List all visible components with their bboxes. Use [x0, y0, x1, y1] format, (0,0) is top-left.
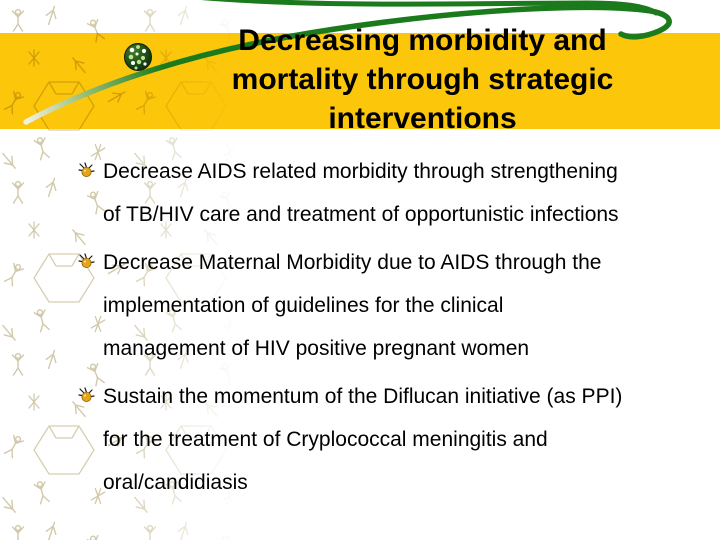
bullet-line: Sustain the momentum of the Diflucan ini…: [103, 385, 623, 408]
bullet-line: implementation of guidelines for the cli…: [103, 294, 504, 317]
bee-bullet-icon: [78, 253, 95, 268]
bullet-list: Decrease AIDS related morbidity through …: [78, 150, 706, 509]
bullet-line: of TB/HIV care and treatment of opportun…: [103, 203, 619, 226]
bullet-item-2: Decrease Maternal Morbidity due to AIDS …: [78, 241, 706, 370]
title-line-1: Decreasing morbidity and: [238, 24, 607, 57]
bullet-line: for the treatment of Cryplococcal mening…: [103, 428, 548, 451]
bullet-line: management of HIV positive pregnant wome…: [103, 337, 530, 360]
bullet-item-3: Sustain the momentum of the Diflucan ini…: [78, 375, 706, 504]
bullet-line: Decrease Maternal Morbidity due to AIDS …: [103, 251, 602, 274]
title-line-2: mortality through strategic: [231, 63, 614, 96]
bee-bullet-icon: [78, 387, 95, 402]
slide-title: Decreasing morbidity and mortality throu…: [170, 21, 675, 138]
title-line-3: interventions: [328, 102, 517, 135]
bullet-line: oral/candidiasis: [103, 471, 248, 494]
bullet-item-1: Decrease AIDS related morbidity through …: [78, 150, 706, 236]
bullet-line: Decrease AIDS related morbidity through …: [103, 160, 618, 183]
bee-bullet-icon: [78, 162, 95, 177]
